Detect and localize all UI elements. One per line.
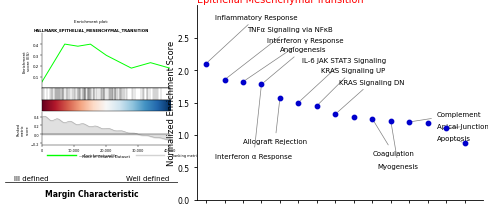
Text: Allograft Rejection: Allograft Rejection — [243, 101, 307, 145]
Point — [387, 119, 395, 123]
Text: Apical Junction: Apical Junction — [437, 124, 488, 130]
Point — [239, 81, 247, 84]
Point — [221, 79, 228, 82]
Point — [258, 83, 265, 87]
Text: Well defined: Well defined — [126, 175, 170, 181]
Point — [424, 122, 431, 125]
Text: Apoptosis: Apoptosis — [437, 136, 471, 143]
Text: TNFα Signaling via NFκB: TNFα Signaling via NFκB — [227, 27, 332, 79]
Y-axis label: Enrichment
score (ES): Enrichment score (ES) — [22, 50, 31, 73]
Text: IL-6 JAK STAT3 Signaling: IL-6 JAK STAT3 Signaling — [301, 58, 386, 101]
Text: Enrichment plot:: Enrichment plot: — [75, 20, 109, 23]
Point — [350, 116, 358, 119]
Point — [406, 121, 413, 124]
Text: — Enrichment profile: — Enrichment profile — [79, 153, 117, 157]
Text: KRAS Signaling UP: KRAS Signaling UP — [319, 68, 385, 104]
Text: Myogenesis: Myogenesis — [378, 124, 419, 169]
Text: Complement: Complement — [412, 112, 482, 122]
Text: Epithelial Mesenchymal Transition: Epithelial Mesenchymal Transition — [197, 0, 364, 5]
Text: — Ranking metric score: — Ranking metric score — [167, 153, 210, 157]
Point — [368, 117, 376, 121]
Text: Ill defined: Ill defined — [14, 175, 48, 181]
X-axis label: Rank in Ordered Dataset: Rank in Ordered Dataset — [81, 154, 130, 158]
Point — [331, 113, 339, 116]
Text: Coagulation: Coagulation — [372, 122, 414, 156]
Point — [202, 63, 210, 66]
Point — [461, 142, 468, 145]
Text: KRAS Signaling DN: KRAS Signaling DN — [337, 79, 405, 113]
Y-axis label: Normalized Enrichment Score: Normalized Enrichment Score — [166, 41, 176, 165]
Point — [442, 127, 450, 130]
Point — [294, 101, 302, 105]
Point — [276, 97, 284, 100]
Text: Inflammatory Response: Inflammatory Response — [208, 15, 298, 62]
Text: Interferon γ Response: Interferon γ Response — [245, 37, 344, 81]
Point — [313, 105, 321, 108]
Text: Angiogenesis: Angiogenesis — [264, 47, 326, 83]
Text: Margin Characteristic: Margin Characteristic — [45, 189, 139, 198]
Text: HALLMARK_EPITHELIAL_MESENCHYMAL_TRANSITION: HALLMARK_EPITHELIAL_MESENCHYMAL_TRANSITI… — [34, 29, 149, 33]
Text: Interferon α Response: Interferon α Response — [215, 88, 292, 159]
Y-axis label: Ranked
metric
score: Ranked metric score — [17, 123, 30, 136]
